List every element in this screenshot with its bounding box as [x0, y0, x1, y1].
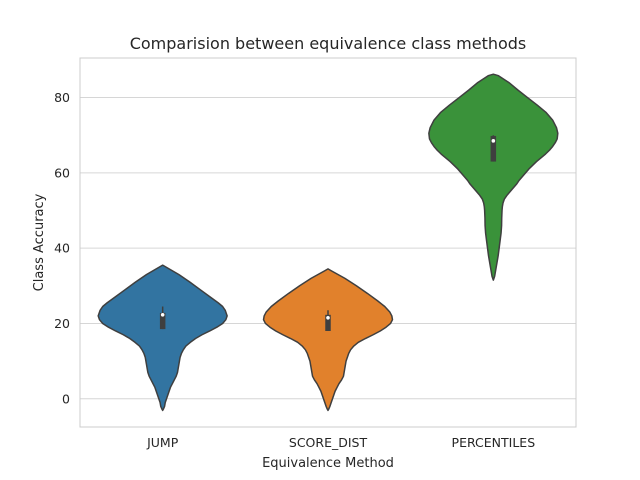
plot-frame [79, 57, 577, 428]
violin-layer [97, 73, 559, 412]
x-axis-label: Equivalence Method [262, 456, 394, 471]
y-tick-label: 60 [54, 165, 70, 180]
violin-median-point [326, 316, 330, 320]
x-tick-label: JUMP [146, 435, 179, 450]
y-tick-label: 0 [62, 391, 70, 406]
violin-median-point [160, 312, 165, 317]
violin-median-point [491, 139, 496, 143]
violin-body [97, 264, 228, 412]
y-axis-label: Class Accuracy [32, 193, 47, 291]
tick-layer: 0 20 40 60 80 JUMP SCORE_DIST PERCENTILES [54, 90, 535, 450]
y-tick-label: 40 [54, 241, 70, 256]
x-tick-label: PERCENTILES [452, 435, 536, 450]
violin-body [428, 73, 559, 281]
violin-body [262, 268, 394, 412]
y-tick-label: 20 [54, 316, 70, 331]
chart-title: Comparision between equivalence class me… [130, 34, 527, 53]
x-tick-label: SCORE_DIST [289, 435, 368, 450]
y-tick-label: 80 [54, 90, 70, 105]
